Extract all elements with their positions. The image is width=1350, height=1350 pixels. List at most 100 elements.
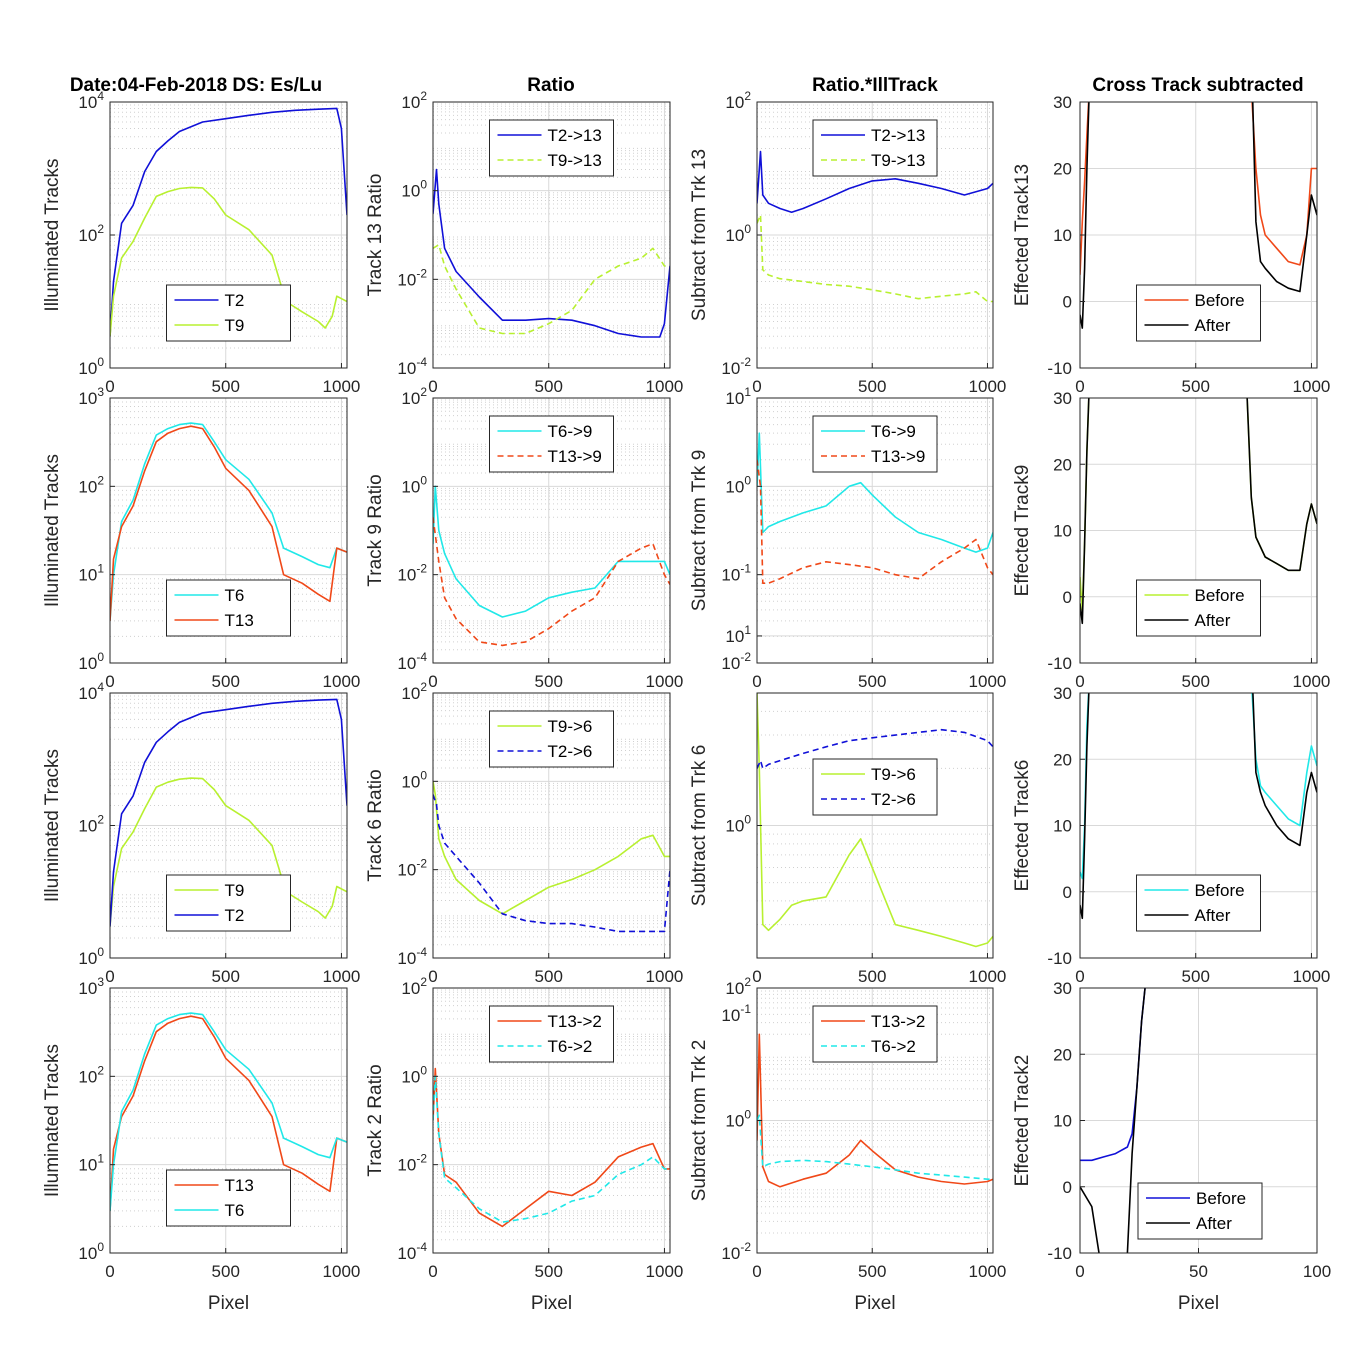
y-tick-label: 100	[401, 473, 427, 496]
x-tick-label: 500	[535, 672, 563, 691]
legend-label: T2->13	[871, 126, 925, 145]
series-line-T9-6	[757, 693, 993, 948]
y-axis-label: Illuminated Tracks	[42, 158, 63, 311]
x-tick-label: 1000	[969, 377, 1007, 396]
series-group	[110, 698, 347, 927]
legend-label: T13	[225, 1176, 254, 1195]
legend: T2->13 T9->13	[812, 119, 938, 177]
x-tick-label: 0	[752, 1262, 761, 1281]
legend-label: Before	[1196, 1189, 1246, 1208]
legend-box	[812, 1005, 938, 1063]
legend-box	[166, 874, 291, 932]
series-line-After	[1080, 988, 1146, 1253]
column-title-1: Date:04-Feb-2018 DS: Es/Lu	[70, 75, 322, 96]
legend-box	[166, 1169, 291, 1227]
x-tick-label: 1000	[1293, 967, 1331, 986]
series-line-T13	[110, 1015, 347, 1211]
y-tick-label: 101	[78, 562, 104, 585]
subplot-r2-c1: 100 101 102 103 0 500 1000 Illuminated Tracks T6…	[42, 385, 360, 691]
x-tick-label: 0	[105, 377, 114, 396]
x-tick-label: 500	[535, 1262, 563, 1281]
y-tick-label: 100	[725, 222, 751, 245]
y-axis-label: Illuminated Tracks	[42, 749, 63, 902]
y-tick-label: 100	[78, 650, 104, 673]
x-tick-label: 500	[535, 377, 563, 396]
series-group	[1080, 693, 1317, 920]
y-axis-label: Subtract from Trk 13	[689, 149, 710, 321]
y-tick-label: 100	[401, 1063, 427, 1086]
series-line-T9	[110, 777, 347, 927]
series-group	[433, 781, 670, 933]
subplot-r4-c1: 100 101 102 103 0 500 1000 Illuminated Tracks Pi…	[42, 975, 360, 1314]
y-axis-label: Effected Track13	[1012, 164, 1033, 306]
series-line-T13-2	[757, 1033, 993, 1188]
x-tick-label: 0	[752, 377, 761, 396]
legend-label: After	[1195, 316, 1231, 335]
legend-box	[812, 119, 938, 177]
y-tick-label: 100	[78, 1240, 104, 1263]
y-tick-label: 0	[1063, 1178, 1072, 1197]
y-tick-label: 30	[1053, 979, 1072, 998]
x-tick-label: 0	[1075, 672, 1084, 691]
x-tick-label: 0	[1075, 967, 1084, 986]
x-tick-label: 500	[858, 377, 886, 396]
legend: T9->6 T2->6	[812, 758, 938, 816]
series-line-T2-13	[757, 150, 993, 213]
x-axis-label: Pixel	[531, 1293, 572, 1314]
x-tick-label: 1000	[646, 967, 684, 986]
legend-box	[489, 710, 614, 768]
x-tick-label: 0	[752, 672, 761, 691]
y-tick-label: 10-4	[397, 355, 427, 378]
x-tick-label: 0	[428, 377, 437, 396]
legend-label: T2->6	[548, 742, 593, 761]
series-group	[757, 150, 993, 303]
x-tick-label: 500	[1182, 377, 1210, 396]
y-axis-label: Track 2 Ratio	[365, 1064, 386, 1176]
legend-label: T9->6	[871, 765, 916, 784]
legend-box	[812, 758, 938, 816]
subplot-r1-c2: 10-4 10-2 100 102 0 500 1000 Track 13 Ratio T2->…	[365, 89, 683, 396]
series-group	[757, 693, 993, 948]
y-tick-label: 10	[1053, 1112, 1072, 1131]
series-group	[757, 1033, 993, 1188]
series-line-After	[1080, 102, 1317, 329]
legend: T9->6 T2->6	[489, 710, 614, 768]
series-line-T2	[110, 107, 347, 337]
tick-labels: 100 102 104 0 500 1000	[78, 89, 360, 396]
y-tick-label: 10-1	[721, 1002, 751, 1025]
y-axis-label: Track 6 Ratio	[365, 769, 386, 881]
y-tick-label: 102	[401, 975, 427, 998]
x-tick-label: 1000	[969, 1262, 1007, 1281]
series-line-T9	[110, 186, 347, 337]
y-tick-label: 10-2	[721, 1240, 751, 1263]
legend: T6->9 T13->9	[812, 415, 938, 473]
series-line-After	[1080, 693, 1317, 920]
legend-label: T9->13	[871, 151, 925, 170]
legend-label: T2->13	[548, 126, 602, 145]
y-tick-label: 100	[78, 355, 104, 378]
x-tick-label: 1000	[1293, 672, 1331, 691]
y-tick-label: 100	[401, 178, 427, 201]
y-tick-label: 20	[1053, 750, 1072, 769]
subplot-r1-c3: 10-2 100 102 0 500 1000 Subtract from Trk 13 T2…	[689, 89, 1006, 396]
series-line-T2-13	[433, 168, 670, 338]
legend-label: T13->9	[871, 447, 925, 466]
legend-label: Before	[1195, 881, 1245, 900]
y-axis-label: Illuminated Tracks	[42, 454, 63, 607]
tick-labels: 100 101 102 103 0 500 1000	[78, 385, 360, 691]
x-tick-label: 500	[858, 1262, 886, 1281]
x-tick-label: 1000	[646, 672, 684, 691]
legend-label: T9	[225, 881, 245, 900]
y-tick-label: 10-2	[397, 1152, 427, 1175]
x-tick-label: 500	[1182, 672, 1210, 691]
y-tick-label: 20	[1053, 160, 1072, 179]
series-line-After	[1080, 398, 1317, 625]
x-tick-label: 1000	[323, 377, 361, 396]
y-axis-label: Effected Track2	[1012, 1055, 1033, 1187]
legend-box	[166, 579, 291, 637]
column-title-3: Ratio.*IllTrack	[812, 75, 938, 96]
